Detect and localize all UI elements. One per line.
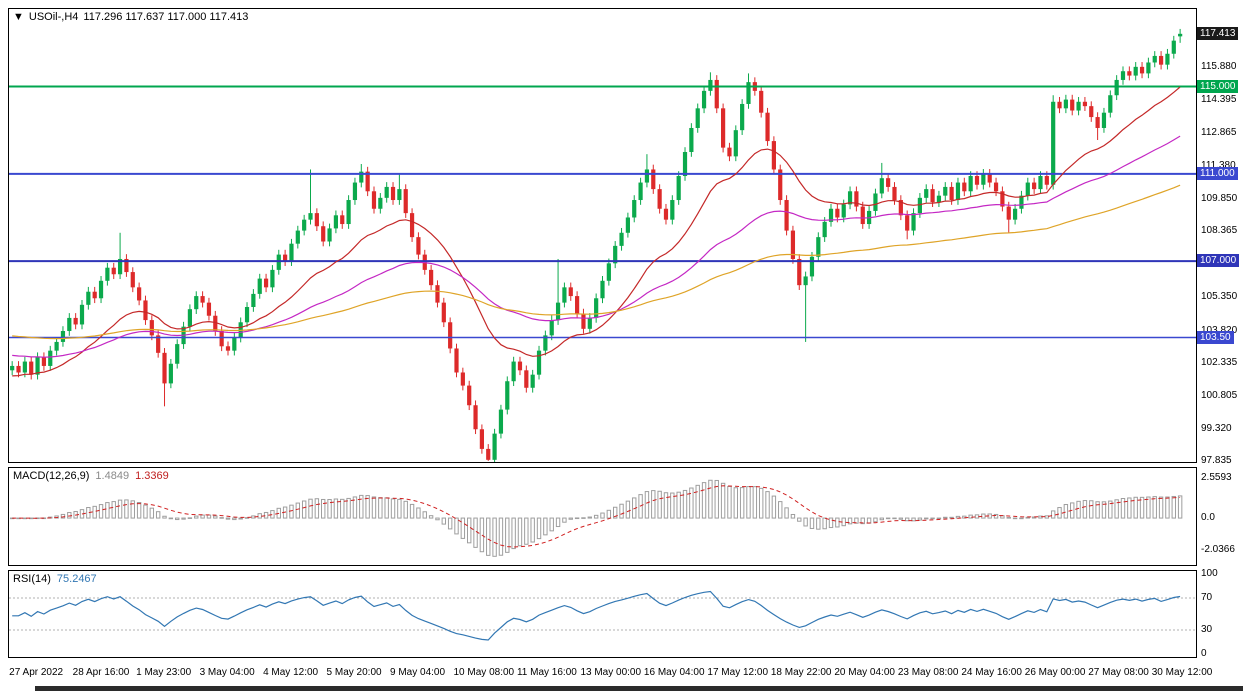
time-label: 20 May 04:00	[834, 667, 895, 678]
price-tick-label: 105.350	[1201, 291, 1238, 303]
rsi-level-lines	[9, 597, 1196, 631]
time-label: 1 May 23:00	[136, 667, 192, 678]
price-tick-label: 111.380	[1201, 159, 1236, 171]
time-label: 27 May 08:00	[1088, 667, 1149, 678]
time-label: 27 Apr 2022	[9, 667, 64, 678]
candles-layer	[10, 28, 1183, 462]
rsi-tick-label: 100	[1201, 568, 1218, 579]
price-chart-canvas[interactable]	[9, 9, 1196, 462]
time-axis[interactable]: 27 Apr 2022 28 Apr 16:00 1 May 23:00 3 May …	[8, 663, 1212, 681]
price-badge: 117.413	[1197, 26, 1239, 40]
rsi-panel[interactable]: RSI(14) 75.2467	[8, 570, 1197, 658]
price-tick-label: 103.820	[1201, 325, 1237, 337]
level-lines-layer	[9, 85, 1196, 339]
price-badge: 115.000	[1197, 79, 1239, 93]
price-tick-label: 112.865	[1201, 127, 1237, 139]
macd-title: MACD(12,26,9) 1.4849 1.3369	[13, 470, 175, 482]
macd-tick-label: 2.5593	[1201, 472, 1232, 484]
symbol-marker-icon: ▼	[13, 11, 24, 23]
rsi-tick-label: 70	[1201, 592, 1213, 603]
chart-ohlc-readout: 117.296 117.637 117.000 117.413	[83, 11, 249, 23]
price-axis[interactable]: 115.880 114.395 112.865 111.380 109.850 108.3…	[1197, 0, 1243, 693]
time-label: 4 May 12:00	[263, 667, 319, 678]
time-label: 5 May 20:00	[326, 667, 382, 678]
rsi-tick-label: 30	[1201, 624, 1213, 635]
time-label: 24 May 16:00	[961, 667, 1022, 678]
time-label: 10 May 08:00	[453, 667, 515, 678]
macd-tick-label: -2.0366	[1201, 543, 1235, 555]
macd-main-value: 1.4849	[95, 470, 130, 482]
time-label: 26 May 00:00	[1024, 667, 1086, 678]
rsi-value: 75.2467	[56, 573, 97, 585]
macd-panel[interactable]: MACD(12,26,9) 1.4849 1.3369	[8, 467, 1197, 566]
price-tick-label: 114.395	[1201, 93, 1237, 105]
price-badge: 111.000	[1197, 166, 1238, 180]
macd-histogram	[9, 479, 1183, 557]
time-label: 3 May 04:00	[199, 667, 255, 678]
price-tick-label: 97.835	[1201, 455, 1232, 467]
time-label: 30 May 12:00	[1151, 667, 1213, 678]
chart-title: ▼ USOil-,H4 117.296 117.637 117.000 117.41…	[13, 11, 253, 23]
price-tick-label: 109.850	[1201, 192, 1238, 204]
horizontal-scrollbar[interactable]	[35, 686, 1243, 691]
macd-signal-value: 1.3369	[135, 470, 169, 482]
rsi-title: RSI(14) 75.2467	[13, 573, 103, 585]
time-label: 9 May 04:00	[390, 667, 446, 678]
price-tick-label: 115.880	[1201, 61, 1237, 73]
time-label: 11 May 16:00	[516, 667, 577, 678]
price-badge: 103.50	[1197, 330, 1234, 344]
macd-signal-line	[12, 485, 1181, 548]
time-label: 16 May 04:00	[643, 667, 705, 678]
time-label: 28 Apr 16:00	[72, 667, 130, 678]
price-tick-label: 99.320	[1201, 422, 1232, 434]
price-tick-label: 102.335	[1201, 356, 1238, 368]
time-label: 18 May 22:00	[770, 667, 832, 678]
price-chart-panel[interactable]: ▼ USOil-,H4 117.296 117.637 117.000 117.41…	[8, 8, 1197, 463]
moving-averages-layer	[12, 86, 1181, 377]
price-tick-label: 100.805	[1201, 390, 1238, 402]
rsi-canvas[interactable]	[9, 571, 1196, 657]
chart-symbol-period: USOil-,H4	[28, 11, 79, 23]
time-label: 13 May 00:00	[580, 667, 642, 678]
macd-tick-label: 0.0	[1201, 512, 1215, 524]
time-label: 17 May 12:00	[707, 667, 769, 678]
rsi-tick-label: 0	[1201, 648, 1207, 659]
price-tick-label: 108.365	[1201, 225, 1238, 237]
rsi-indicator-name: RSI(14)	[13, 573, 51, 585]
rsi-line	[12, 590, 1181, 641]
macd-canvas[interactable]	[9, 468, 1196, 565]
price-badge: 107.000	[1197, 254, 1240, 268]
macd-indicator-name: MACD(12,26,9)	[13, 470, 90, 482]
time-label: 23 May 08:00	[897, 667, 959, 678]
